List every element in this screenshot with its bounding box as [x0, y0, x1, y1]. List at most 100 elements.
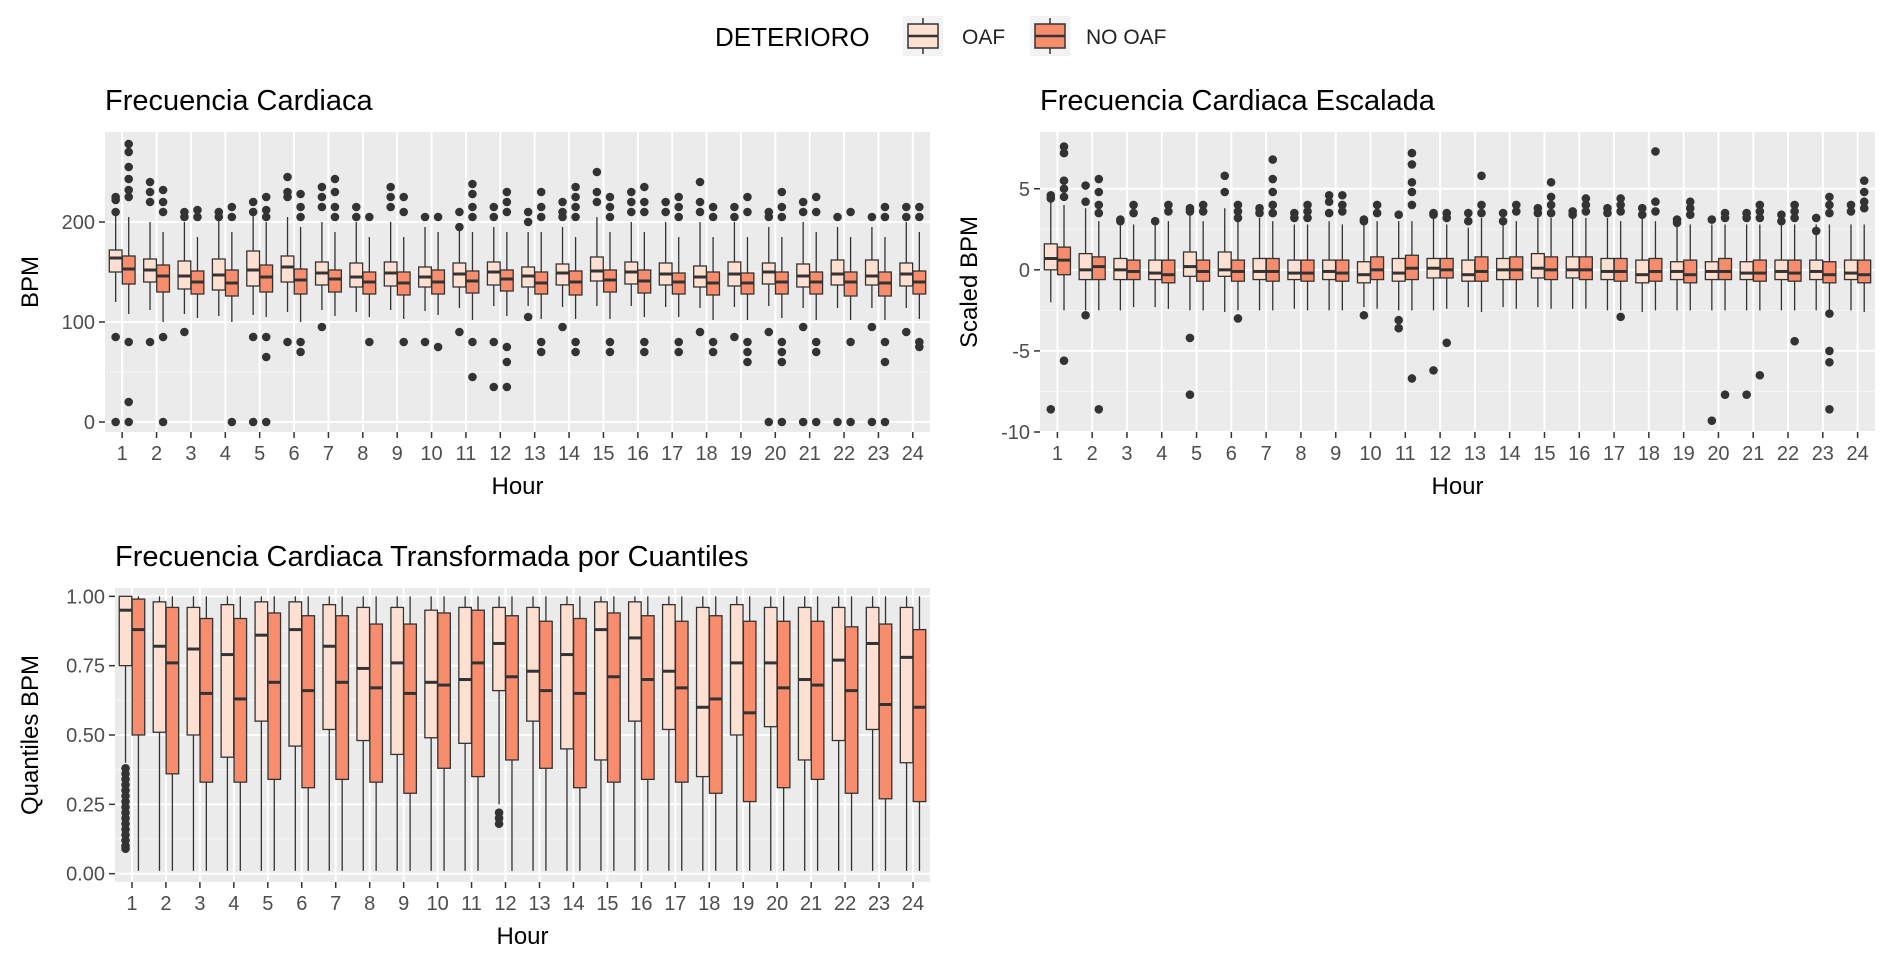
outlier-point	[1463, 216, 1473, 226]
box	[288, 601, 303, 747]
box	[403, 623, 418, 794]
box	[1356, 261, 1371, 284]
outlier-point	[330, 187, 340, 197]
outlier-point	[880, 202, 890, 212]
boxplot-no-oaf-hour-23	[878, 596, 893, 871]
outlier-point	[317, 182, 327, 192]
x-tick-label: 7	[1261, 443, 1272, 465]
y-tick-label: 0	[84, 412, 95, 434]
boxplot-no-oaf-hour-13	[538, 596, 553, 871]
boxplot-oaf-hour-23	[864, 212, 879, 427]
boxplot-no-oaf-hour-13	[1474, 171, 1489, 312]
legend-key-oaf	[903, 16, 943, 56]
box	[165, 606, 180, 775]
outlier-point	[1846, 200, 1856, 210]
outlier-point	[502, 187, 512, 197]
outlier-point	[111, 195, 120, 205]
box	[865, 606, 880, 731]
boxplot-oaf-hour-14	[560, 596, 574, 871]
outlier-point	[317, 322, 327, 332]
outlier-point	[536, 347, 546, 357]
outlier-point	[777, 417, 787, 427]
outlier-point	[1651, 197, 1660, 207]
x-tick-label: 5	[262, 893, 273, 915]
boxplot-oaf-hour-17	[1600, 203, 1615, 311]
outlier-point	[1685, 203, 1695, 213]
x-tick-label: 9	[392, 443, 403, 465]
outlier-point	[330, 174, 340, 184]
outlier-point	[1303, 200, 1312, 210]
x-tick-label: 16	[630, 893, 652, 915]
outlier-point	[502, 197, 512, 207]
legend: DETERIORO OAF NO OAF	[0, 16, 1894, 56]
legend-label-oaf: OAF	[962, 26, 1006, 49]
outlier-point	[743, 357, 752, 367]
outlier-point	[1546, 192, 1556, 202]
outlier-point	[124, 397, 134, 407]
outlier-point	[571, 192, 580, 202]
x-tick-label: 24	[902, 893, 924, 915]
outlier-point	[1059, 184, 1069, 194]
outlier-point	[640, 337, 649, 347]
boxplot-oaf-hour-9	[383, 182, 398, 310]
x-tick-label: 18	[695, 443, 717, 465]
outlier-point	[1790, 336, 1799, 346]
outlier-point	[708, 347, 718, 357]
boxplot-no-oaf-hour-21	[810, 596, 825, 871]
boxplot-no-oaf-hour-20	[776, 596, 791, 871]
outlier-point	[1407, 160, 1417, 169]
x-tick-label: 24	[1846, 443, 1868, 465]
outlier-point	[1811, 213, 1821, 223]
outlier-point	[730, 202, 739, 212]
boxplot-no-oaf-hour-8	[362, 212, 377, 347]
outlier-point	[867, 322, 877, 332]
boxplot-no-oaf-hour-17	[1613, 194, 1628, 322]
outlier-point	[386, 202, 395, 212]
outlier-point	[111, 417, 120, 427]
outlier-point	[1338, 200, 1347, 210]
boxplot-no-oaf-hour-2	[1091, 174, 1106, 414]
boxplot-no-oaf-hour-7	[1265, 155, 1280, 311]
outlier-point	[880, 337, 890, 347]
boxplot-oaf-hour-13	[1461, 208, 1476, 308]
x-tick-label: 4	[220, 443, 231, 465]
x-tick-label: 8	[364, 893, 375, 915]
box	[1613, 257, 1628, 282]
boxplot-no-oaf-hour-16	[637, 182, 652, 357]
x-tick-label: 18	[698, 893, 720, 915]
boxplot-oaf-hour-16	[624, 187, 639, 306]
outlier-point	[695, 327, 705, 337]
outlier-point	[248, 197, 258, 207]
boxplot-no-oaf-hour-1	[1056, 142, 1072, 365]
outlier-point	[811, 192, 821, 202]
boxplot-oaf-hour-15	[589, 167, 604, 306]
outlier-point	[1429, 366, 1438, 375]
outlier-point	[1581, 207, 1591, 216]
outlier-point	[626, 207, 636, 217]
boxplot-oaf-hour-3	[186, 596, 201, 871]
boxplot-oaf-hour-6	[1217, 171, 1232, 312]
outlier-point	[1755, 213, 1765, 223]
chart-title: Frecuencia Cardiaca Transformada por Cua…	[115, 541, 748, 573]
outlier-point	[558, 197, 567, 207]
outlier-point	[1059, 356, 1069, 365]
outlier-point	[1651, 147, 1660, 156]
outlier-point	[1546, 200, 1556, 210]
outlier-point	[121, 844, 130, 854]
box	[108, 249, 123, 273]
y-tick-label: 0.00	[66, 864, 105, 886]
box	[1787, 259, 1802, 282]
boxplot-no-oaf-hour-2	[156, 185, 171, 427]
x-axis-label: Hour	[491, 473, 543, 500]
boxplot-no-oaf-hour-4	[224, 202, 239, 427]
boxplot-no-oaf-hour-21	[809, 192, 824, 427]
y-tick-label: 100	[62, 312, 95, 334]
boxplot-no-oaf-hour-19	[740, 192, 755, 367]
box	[627, 601, 642, 722]
box	[1043, 243, 1058, 271]
outlier-point	[1581, 194, 1591, 203]
boxplot-no-oaf-hour-4	[233, 596, 248, 871]
x-tick-label: 1	[1052, 443, 1063, 465]
x-tick-label: 15	[592, 443, 614, 465]
outlier-point	[777, 202, 787, 212]
